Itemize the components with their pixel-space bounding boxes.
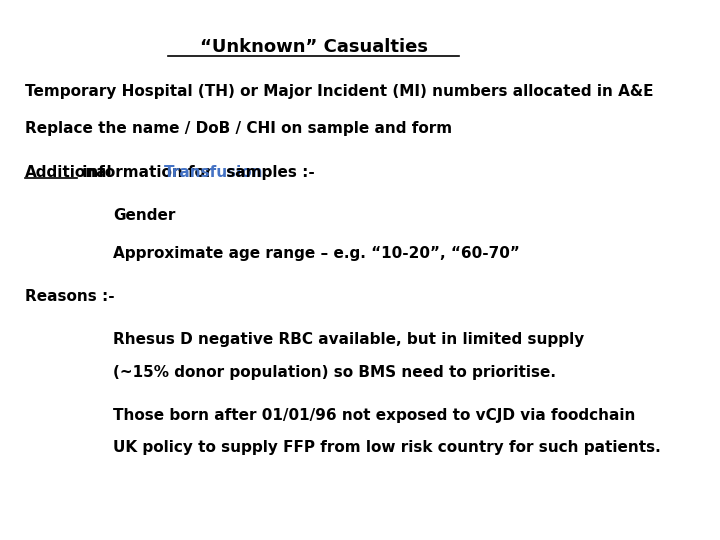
Text: Gender: Gender <box>113 208 175 223</box>
Text: Temporary Hospital (TH) or Major Incident (MI) numbers allocated in A&E: Temporary Hospital (TH) or Major Inciden… <box>25 84 654 99</box>
Text: Rhesus D negative RBC available, but in limited supply: Rhesus D negative RBC available, but in … <box>113 332 584 347</box>
Text: “Unknown” Casualties: “Unknown” Casualties <box>199 38 428 56</box>
Text: information for: information for <box>76 165 217 180</box>
Text: Transfusion: Transfusion <box>164 165 264 180</box>
Text: Replace the name / DoB / CHI on sample and form: Replace the name / DoB / CHI on sample a… <box>25 122 452 137</box>
Text: Approximate age range – e.g. “10-20”, “60-70”: Approximate age range – e.g. “10-20”, “6… <box>113 246 520 261</box>
Text: UK policy to supply FFP from low risk country for such patients.: UK policy to supply FFP from low risk co… <box>113 440 661 455</box>
Text: samples :-: samples :- <box>220 165 314 180</box>
Text: Those born after 01/01/96 not exposed to vCJD via foodchain: Those born after 01/01/96 not exposed to… <box>113 408 635 423</box>
Text: Reasons :-: Reasons :- <box>25 289 114 304</box>
Text: Additional: Additional <box>25 165 113 180</box>
Text: (~15% donor population) so BMS need to prioritise.: (~15% donor population) so BMS need to p… <box>113 364 556 380</box>
